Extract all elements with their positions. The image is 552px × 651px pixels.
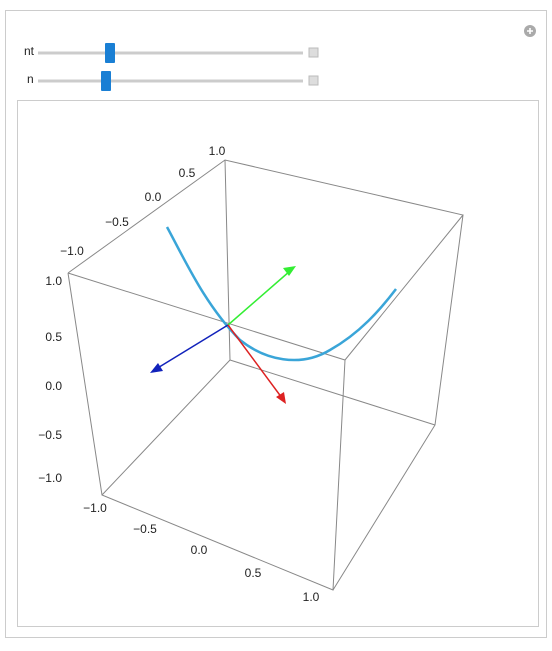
vectors <box>150 266 296 404</box>
tick-label: −1.0 <box>83 501 107 515</box>
tick-label: 1.0 <box>45 274 62 288</box>
slider-thumb[interactable] <box>101 71 111 91</box>
tick-label: 0.0 <box>45 379 62 393</box>
slider-thumb[interactable] <box>105 43 115 63</box>
options-button[interactable] <box>524 25 536 37</box>
curve <box>165 226 397 362</box>
tick-label: 0.0 <box>191 543 208 557</box>
tick-label: 1.0 <box>209 144 226 158</box>
bounding-box <box>67 159 464 591</box>
tick-label: 0.5 <box>245 566 262 580</box>
tick-label: −1.0 <box>60 244 84 258</box>
tick-label: −0.5 <box>105 215 129 229</box>
tick-label: 0.5 <box>179 166 196 180</box>
expand-button[interactable] <box>308 75 319 86</box>
tick-label: −0.5 <box>38 428 62 442</box>
axis-tick-labels: 1.0 0.5 0.0 −0.5 −1.0 −1.0 −0.5 0.0 0.5 1.0 1.0 0.5… <box>38 144 319 604</box>
tick-label: −1.0 <box>38 471 62 485</box>
expand-button[interactable] <box>308 47 319 58</box>
tick-label: −0.5 <box>133 522 157 536</box>
tick-label: 0.5 <box>45 330 62 344</box>
tick-label: 0.0 <box>145 190 162 204</box>
tick-label: 1.0 <box>303 590 320 604</box>
plot-frame <box>17 100 539 627</box>
slider-label: nt <box>24 44 35 58</box>
slider-label: n <box>27 72 34 86</box>
